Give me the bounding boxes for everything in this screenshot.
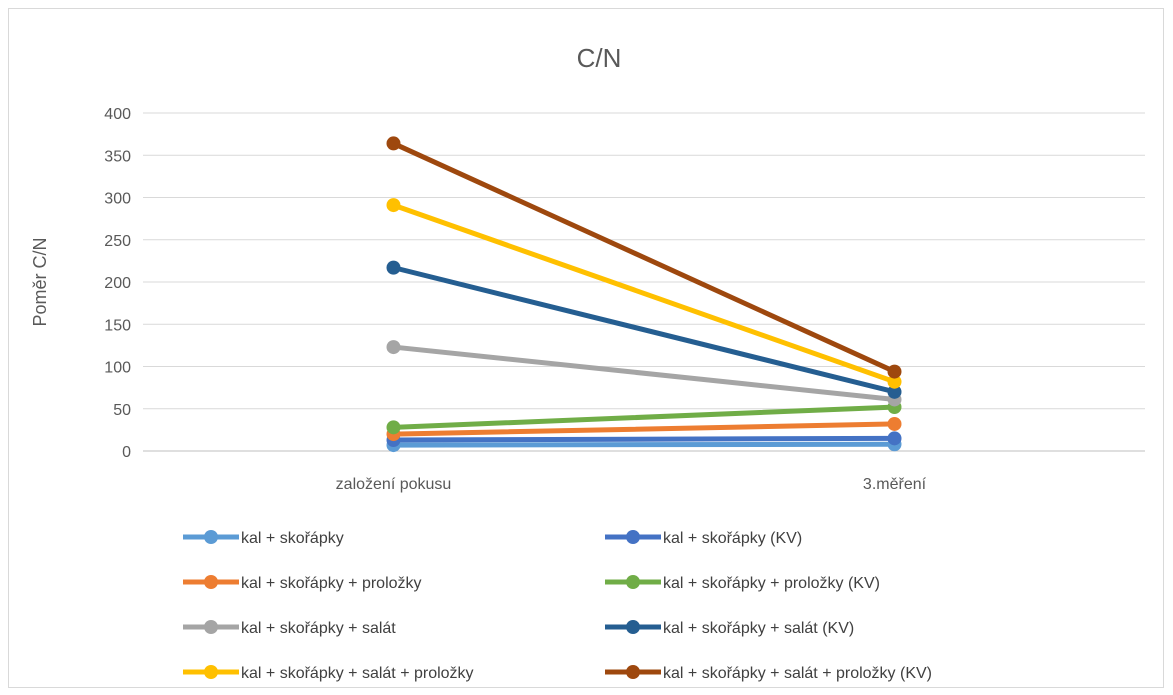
legend-entry: kal + skořápky + salát — [183, 620, 396, 637]
line-chart: C/N Poměr C/N 0 50 100 150 200 250 300 350 400 z… — [30, 43, 1145, 682]
gridlines — [143, 112, 1145, 452]
x-tick-label: založení pokusu — [336, 476, 452, 493]
y-tick-labels: 0 50 100 150 200 250 300 350 400 — [104, 106, 131, 461]
data-point — [887, 416, 902, 431]
legend-label: kal + skořápky — [241, 530, 344, 547]
y-tick-label: 0 — [122, 444, 131, 461]
series-line — [391, 441, 897, 448]
data-point — [386, 198, 401, 213]
y-tick-label: 400 — [104, 106, 131, 123]
data-point — [386, 136, 401, 151]
y-tick-label: 250 — [104, 233, 131, 250]
chart-title: C/N — [577, 43, 622, 73]
series-line — [391, 202, 897, 385]
data-point — [887, 431, 902, 446]
legend-swatch-marker — [626, 665, 640, 679]
legend-swatch-marker — [626, 620, 640, 634]
legend-label: kal + skořápky (KV) — [663, 530, 802, 547]
legend-label: kal + skořápky + salát + proložky — [241, 665, 474, 682]
y-tick-label: 50 — [113, 402, 131, 419]
data-point — [386, 340, 401, 355]
y-tick-label: 150 — [104, 317, 131, 334]
series-lines — [386, 136, 902, 453]
legend: kal + skořápky kal + skořápky (KV) kal + s… — [183, 530, 932, 682]
y-tick-label: 200 — [104, 275, 131, 292]
series-line — [391, 435, 897, 443]
series-line — [391, 404, 897, 430]
legend-swatch-marker — [204, 620, 218, 634]
legend-entry: kal + skořápky + salát + proložky — [183, 665, 474, 682]
data-point — [386, 420, 401, 435]
y-axis-label: Poměr C/N — [30, 237, 50, 326]
y-tick-label: 300 — [104, 191, 131, 208]
chart-area: C/N Poměr C/N 0 50 100 150 200 250 300 350 400 z… — [8, 8, 1164, 688]
series-5 — [386, 260, 902, 399]
legend-entry: kal + skořápky + salát + proložky (KV) — [605, 665, 932, 682]
y-tick-label: 350 — [104, 148, 131, 165]
data-point — [887, 364, 902, 379]
legend-entry: kal + skořápky + salát (KV) — [605, 620, 854, 637]
legend-label: kal + skořápky + salát — [241, 620, 396, 637]
data-point — [386, 260, 401, 275]
legend-label: kal + skořápky + salát (KV) — [663, 620, 854, 637]
legend-swatch-marker — [204, 530, 218, 544]
legend-entry: kal + skořápky — [183, 530, 344, 547]
data-point — [887, 384, 902, 399]
x-tick-label: 3.měření — [863, 476, 927, 493]
legend-entry: kal + skořápky (KV) — [605, 530, 802, 547]
series-line — [391, 265, 897, 395]
legend-swatch-marker — [204, 575, 218, 589]
legend-swatch-marker — [204, 665, 218, 679]
legend-label: kal + skořápky + salát + proložky (KV) — [663, 665, 932, 682]
series-line — [391, 140, 897, 375]
y-tick-label: 100 — [104, 360, 131, 377]
legend-swatch-marker — [626, 575, 640, 589]
legend-label: kal + skořápky + proložky (KV) — [663, 575, 880, 592]
series-7 — [386, 136, 902, 379]
series-6 — [386, 198, 902, 389]
data-point — [887, 374, 902, 389]
series-line — [391, 344, 897, 402]
legend-label: kal + skořápky + proložky — [241, 575, 422, 592]
x-tick-labels: založení pokusu 3.měření — [336, 476, 927, 493]
legend-swatch-marker — [626, 530, 640, 544]
legend-entry: kal + skořápky + proložky — [183, 575, 422, 592]
legend-entry: kal + skořápky + proložky (KV) — [605, 575, 880, 592]
series-line — [391, 421, 897, 437]
